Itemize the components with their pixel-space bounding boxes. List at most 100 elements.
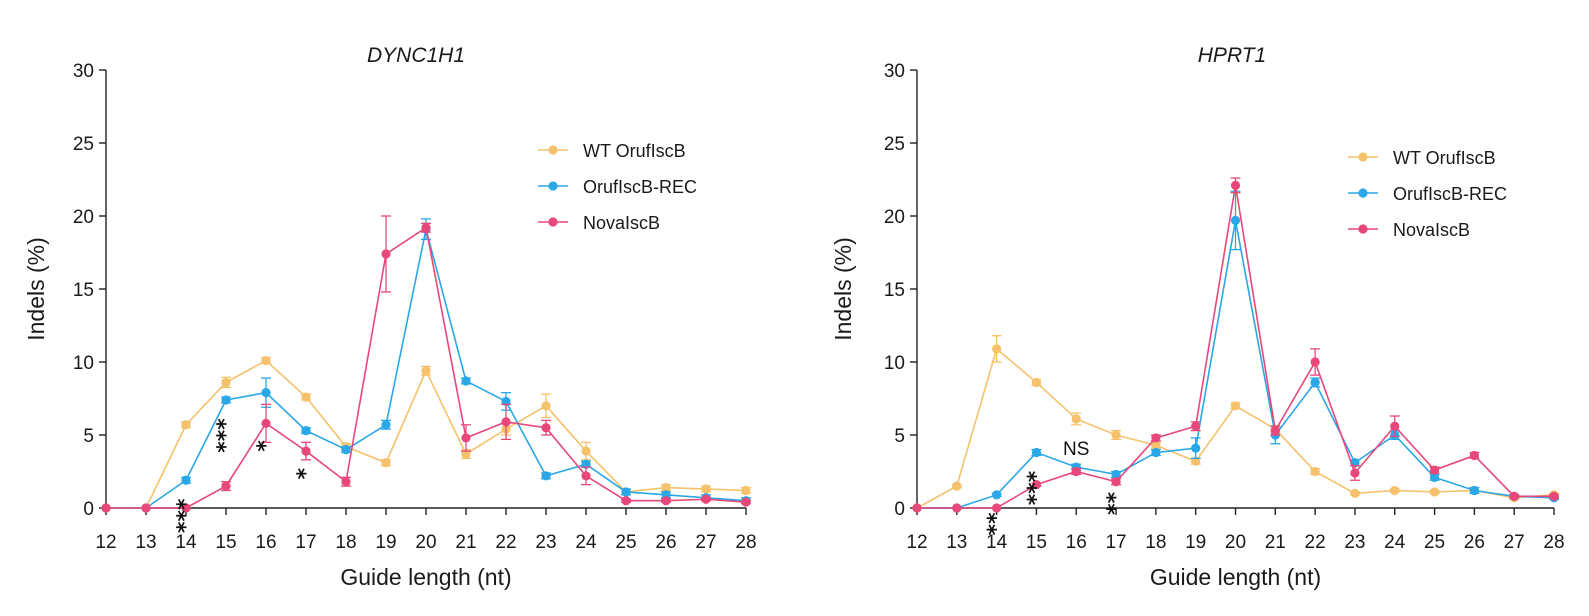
legend-item-wt-orufiscb: WT OrufIscB [538,141,686,161]
data-point [381,458,391,468]
legend-label: WT OrufIscB [583,141,686,161]
data-point [1031,377,1042,388]
data-point [581,446,591,456]
x-tick-label: 22 [495,532,516,553]
data-point [992,344,1002,354]
y-tick-label: 20 [73,207,94,228]
x-tick-label: 18 [335,532,356,553]
legend-label: OrufIscB-REC [583,177,697,197]
data-point [581,471,591,481]
x-tick-label: 15 [215,532,236,553]
data-point [341,477,351,487]
x-tick-label: 17 [295,532,316,553]
significance-label: *** [174,498,199,533]
legend-marker [1358,188,1368,198]
data-point [1031,447,1042,458]
data-point [1310,377,1320,388]
data-point [701,484,711,494]
data-point [1429,465,1440,475]
x-tick-label: 19 [375,532,396,553]
x-tick-label: 25 [615,532,636,553]
y-tick-label: 25 [73,134,94,155]
data-point [1350,468,1360,478]
data-point [661,496,671,506]
y-tick-label: 5 [83,426,94,447]
chart-dync1h1: DYNC1H1 0 5 10 15 20 25 30 12 13 14 15 16 17 18 19 20 21 2… [23,44,757,590]
data-point [1191,443,1201,453]
data-point [381,420,391,430]
legend-item-novaiscb: NovaIscB [1348,220,1470,240]
significance-label: *** [214,418,239,453]
x-tick-label: 17 [1105,532,1126,553]
data-point [421,366,431,376]
x-tick-label: 21 [1265,532,1286,553]
y-axis-title: Indels (%) [23,237,49,341]
data-point [541,401,551,411]
x-axis-title: Guide length (nt) [1150,564,1321,590]
x-tick-label: 27 [1504,532,1525,553]
data-point [221,377,231,388]
legend-item-orufiscb-rec: OrufIscB-REC [538,177,697,197]
data-point [741,485,751,496]
data-point [1151,433,1161,443]
x-tick-label: 25 [1424,532,1445,553]
data-point [221,395,231,405]
x-tick-label: 24 [575,532,597,553]
x-tick-label: 27 [695,532,716,553]
significance-label: ** [984,512,1009,536]
data-point [1549,491,1559,501]
x-tick-label: 18 [1145,532,1166,553]
data-point [261,418,271,428]
data-point [1429,472,1440,482]
legend-marker [548,145,558,155]
data-point [101,503,111,513]
x-tick-label: 13 [946,532,967,553]
legend-item-novaiscb: NovaIscB [538,213,660,233]
data-point [181,420,191,430]
data-point [141,503,151,513]
data-point [421,223,431,233]
data-point [1071,466,1081,477]
data-point [301,426,311,436]
data-point [1429,487,1440,497]
series-novaiscb [101,215,751,513]
x-tick-label: 26 [655,532,676,553]
series-line [106,359,747,509]
legend-label: NovaIscB [583,213,660,233]
data-point [301,446,311,456]
legend-label: WT OrufIscB [1393,148,1496,168]
x-tick-label: 15 [1026,532,1047,553]
legend-label: NovaIscB [1393,220,1470,240]
x-tick-label: 28 [1543,532,1564,553]
data-point [1469,485,1479,496]
series-wt-orufiscb [101,355,751,513]
chart-title: HPRT1 [1198,44,1266,67]
significance-label: ** [1104,491,1129,515]
data-point [341,445,351,455]
x-axis-title: Guide length (nt) [340,564,511,590]
series-line [916,347,1555,509]
data-point [181,475,191,485]
data-point [1230,401,1241,411]
y-tick-label: 10 [73,353,94,374]
x-tick-label: 12 [906,532,927,553]
data-point [1191,421,1201,431]
legend-marker [1358,152,1368,162]
data-point [1390,421,1400,431]
data-point [461,376,471,386]
x-tick-label: 14 [175,532,197,553]
y-tick-label: 30 [884,61,905,82]
data-point [992,503,1002,513]
x-tick-label: 16 [255,532,276,553]
legend-marker [548,217,558,227]
data-point [1111,469,1121,480]
y-tick-label: 0 [83,499,94,520]
data-point [741,497,751,507]
y-axis-title: Indels (%) [830,237,856,341]
data-point [1310,466,1320,477]
data-point [1151,440,1161,450]
data-point [912,503,922,513]
x-tick-label: 24 [1384,532,1406,553]
x-tick-label: 22 [1305,532,1326,553]
